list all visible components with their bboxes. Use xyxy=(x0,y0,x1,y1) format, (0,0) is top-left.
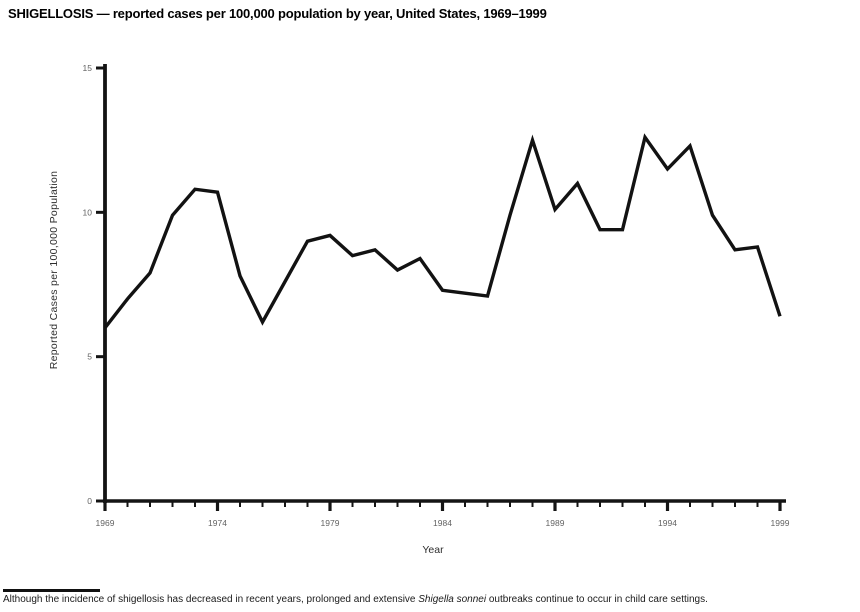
footnote: Although the incidence of shigellosis ha… xyxy=(3,594,708,605)
x-axis-title: Year xyxy=(422,544,444,556)
footnote-species-italic: Shigella sonnei xyxy=(418,594,487,605)
data-line xyxy=(103,133,782,329)
footnote-text-lead: Although the incidence of shigellosis ha… xyxy=(3,594,419,605)
footnote-text-trail: outbreaks continue to occur in child car… xyxy=(486,594,708,605)
y-axis-title: Reported Cases per 100,000 Population xyxy=(48,171,60,369)
x-tick-label: 1989 xyxy=(546,518,565,528)
x-axis-ticks: 1969 1974 1979 1984 1989 1994 1999 xyxy=(96,501,790,528)
x-tick-label: 1969 xyxy=(96,518,115,528)
y-tick-label: 0 xyxy=(87,496,92,506)
x-tick-label: 1994 xyxy=(658,518,677,528)
y-tick-label: 10 xyxy=(83,207,93,217)
y-tick-label: 5 xyxy=(87,352,92,362)
y-tick-label: 15 xyxy=(83,63,93,73)
shigellosis-line-chart: 0 5 10 15 1969 1974 1979 1984 1989 1994 1999 Report… xyxy=(48,63,790,556)
y-axis-ticks: 0 5 10 15 xyxy=(83,63,105,506)
chart-title: SHIGELLOSIS — reported cases per 100,000… xyxy=(8,6,547,21)
x-tick-label: 1979 xyxy=(321,518,340,528)
x-tick-label: 1974 xyxy=(208,518,227,528)
x-tick-label: 1984 xyxy=(433,518,452,528)
x-tick-label: 1999 xyxy=(771,518,790,528)
footnote-rule xyxy=(3,589,100,592)
